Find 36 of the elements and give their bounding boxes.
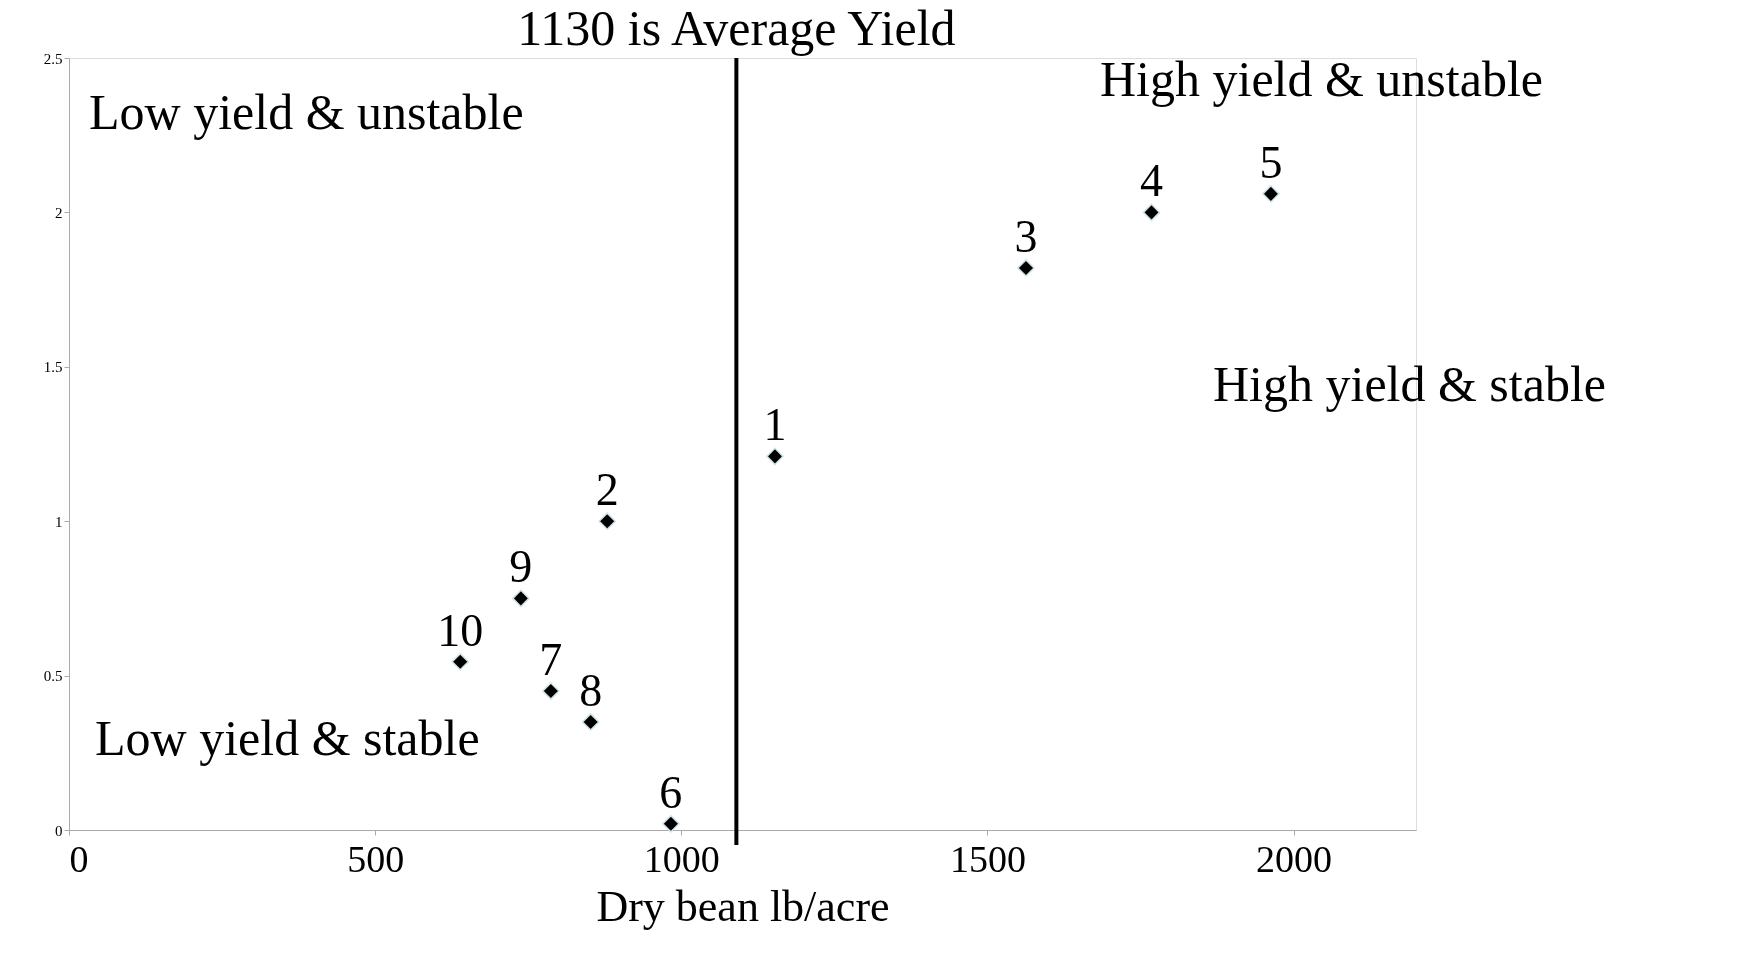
annotation: Low yield & unstable <box>89 84 524 140</box>
x-tick-label: 1000 <box>643 837 720 880</box>
x-tick-label: 1500 <box>949 837 1026 880</box>
annotation: 5 <box>1259 136 1283 188</box>
annotation: 10 <box>437 604 484 656</box>
ref-line-label: 1130 is Average Yield <box>517 0 956 56</box>
y-tick-label: 1.5 <box>43 359 63 376</box>
point <box>1017 259 1035 277</box>
annotation: 4 <box>1140 155 1163 207</box>
annotation: 7 <box>539 634 563 686</box>
point <box>766 447 784 466</box>
point <box>451 652 470 671</box>
annotation: High yield & unstable <box>1100 51 1543 107</box>
y-tick-label: 0 <box>55 822 63 839</box>
y-tick-label: 1 <box>55 513 63 530</box>
point <box>542 682 560 700</box>
x-tick-label: 2000 <box>1256 837 1333 880</box>
annotation: High yield & stable <box>1213 356 1606 412</box>
y-tick-label: 0.5 <box>43 668 63 685</box>
point <box>662 815 680 833</box>
y-tick-label: 2.5 <box>43 50 63 67</box>
x-tick-label: 500 <box>347 837 405 880</box>
annotation: 8 <box>579 664 603 716</box>
point <box>1262 185 1280 203</box>
annotation: 1 <box>763 399 787 451</box>
point <box>1142 203 1161 222</box>
y-tick-label: 2 <box>55 204 63 221</box>
annotation: 3 <box>1014 210 1038 262</box>
point <box>512 589 530 608</box>
annotation: 6 <box>659 766 683 818</box>
annotation: 2 <box>595 464 619 516</box>
annotation: Low yield & stable <box>95 710 480 766</box>
point <box>598 512 616 531</box>
x-axis-title: Dry bean lb/acre <box>596 881 890 931</box>
point <box>581 713 600 731</box>
annotation: 9 <box>509 541 533 593</box>
